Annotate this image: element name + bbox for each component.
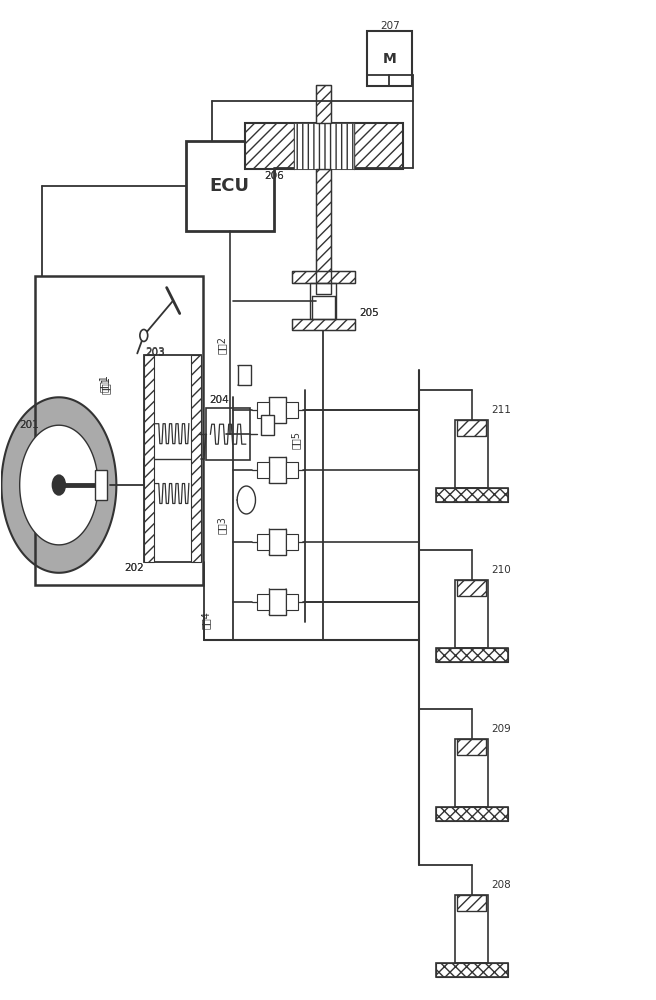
Text: 203: 203 [145,348,165,358]
Bar [257,594,269,610]
Bar [292,319,355,330]
Bar [436,648,508,662]
Text: 油路1: 油路1 [99,374,109,392]
Bar [457,580,486,596]
Circle shape [237,486,255,514]
Bar [257,462,269,478]
Bar [316,169,331,294]
Text: 203: 203 [145,347,165,357]
Bar [269,529,286,555]
Bar [261,415,274,435]
Bar [436,488,508,502]
Bar [457,739,486,755]
Bar [457,895,486,911]
Text: 油路5: 油路5 [291,431,300,449]
Text: 206: 206 [264,171,284,181]
Text: 油路1: 油路1 [101,376,111,394]
Text: 211: 211 [491,405,511,415]
Text: ECU: ECU [210,177,250,195]
Circle shape [140,329,148,341]
Bar [186,141,274,231]
Bar [206,408,251,460]
Circle shape [52,475,66,495]
Bar [191,355,201,562]
Polygon shape [20,425,98,545]
Polygon shape [1,397,116,573]
Bar [310,283,337,319]
Bar [95,470,106,500]
Text: 204: 204 [209,395,229,405]
Bar [457,420,486,436]
Bar [269,457,286,483]
Text: 201: 201 [20,420,39,430]
Bar [316,169,331,294]
Bar [436,807,508,821]
Bar [292,271,355,283]
Bar [457,420,486,436]
Bar [436,648,508,662]
Bar [436,488,508,502]
Bar [286,402,298,418]
Bar [286,594,298,610]
Text: 210: 210 [491,565,511,575]
Bar [269,397,286,423]
Bar [455,420,488,488]
Bar [294,123,354,169]
Bar [436,963,508,977]
Bar [455,580,488,648]
Bar [238,365,251,385]
Bar [286,462,298,478]
Bar [144,355,154,562]
Bar [269,589,286,615]
Text: 202: 202 [124,563,144,573]
Text: 207: 207 [380,21,400,31]
Text: 油路3: 油路3 [217,516,227,534]
Bar [245,123,403,169]
Bar [367,31,411,86]
Bar [316,85,331,123]
Text: 油路2: 油路2 [217,336,227,354]
Bar [436,807,508,821]
Bar [292,319,355,330]
Bar [257,534,269,550]
Text: 204: 204 [209,395,229,405]
Text: 205: 205 [359,308,379,318]
Bar [292,271,355,283]
Bar [455,739,488,807]
Text: 202: 202 [124,563,144,573]
Text: 208: 208 [491,880,511,890]
Bar [436,963,508,977]
Bar [455,895,488,963]
Bar [245,123,403,169]
Text: 209: 209 [491,724,511,734]
Bar [286,534,298,550]
Text: M: M [382,52,396,66]
Bar [457,895,486,911]
Text: 201: 201 [20,420,39,430]
Bar [457,580,486,596]
Text: 206: 206 [264,171,284,181]
Bar [35,276,203,585]
Bar [316,85,331,123]
Bar [257,402,269,418]
Text: 油路4: 油路4 [201,611,211,629]
Bar [457,739,486,755]
Bar [144,355,201,562]
Text: 205: 205 [359,308,379,318]
